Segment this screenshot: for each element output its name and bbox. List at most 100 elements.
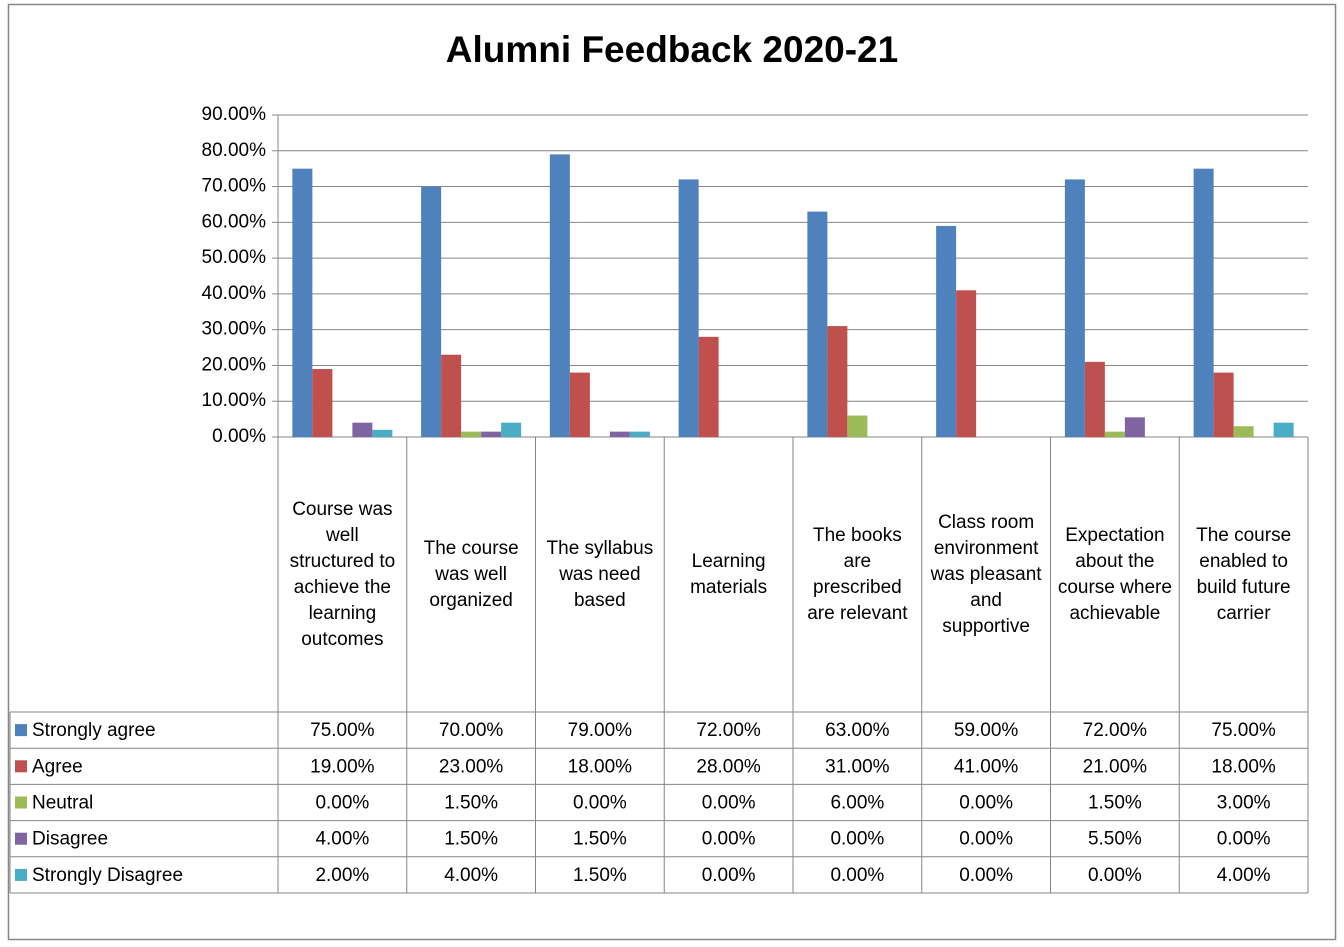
- y-tick-label: 40.00%: [202, 283, 267, 304]
- bar: [549, 154, 570, 437]
- table-value: 4.00%: [444, 865, 498, 886]
- bar: [629, 431, 650, 437]
- legend-label: Strongly agree: [32, 720, 156, 741]
- legend-label: Agree: [32, 756, 83, 777]
- bar: [352, 422, 373, 437]
- bar: [807, 211, 828, 437]
- table-value: 70.00%: [439, 720, 504, 741]
- y-tick-label: 10.00%: [202, 390, 267, 411]
- table-value: 0.00%: [959, 829, 1013, 850]
- bar: [1213, 372, 1234, 437]
- bar: [936, 225, 957, 437]
- table-value: 1.50%: [573, 829, 627, 850]
- bar: [1084, 361, 1105, 437]
- y-tick-label: 20.00%: [202, 354, 267, 375]
- bar: [461, 431, 482, 437]
- bar: [847, 415, 868, 437]
- legend-swatch: [15, 760, 27, 773]
- table-value: 41.00%: [954, 756, 1019, 777]
- chart-title: Alumni Feedback 2020-21: [446, 29, 898, 70]
- table-value: 75.00%: [310, 720, 375, 741]
- table-value: 59.00%: [954, 720, 1019, 741]
- table-value: 1.50%: [573, 865, 627, 886]
- bar: [501, 422, 522, 437]
- table-value: 75.00%: [1211, 720, 1276, 741]
- legend-swatch: [15, 724, 27, 737]
- legend-swatch: [15, 868, 27, 881]
- table-value: 72.00%: [1083, 720, 1148, 741]
- y-tick-label: 30.00%: [202, 319, 267, 340]
- bar: [292, 168, 313, 437]
- table-value: 0.00%: [702, 865, 756, 886]
- table-value: 1.50%: [444, 793, 498, 814]
- table-value: 18.00%: [568, 756, 633, 777]
- table-value: 2.00%: [315, 865, 369, 886]
- y-tick-label: 50.00%: [202, 247, 267, 268]
- legend-swatch: [15, 832, 27, 845]
- x-tick-label: Class room environment was pleasant and …: [930, 511, 1042, 637]
- bar: [827, 326, 848, 437]
- table-value: 0.00%: [1217, 829, 1271, 850]
- table-value: 21.00%: [1083, 756, 1148, 777]
- bar: [1273, 422, 1294, 437]
- bar: [569, 372, 590, 437]
- y-tick-label: 80.00%: [202, 140, 267, 161]
- table-value: 0.00%: [1088, 865, 1142, 886]
- table-value: 0.00%: [702, 829, 756, 850]
- bar: [678, 179, 699, 437]
- table-value: 23.00%: [439, 756, 504, 777]
- table-value: 0.00%: [959, 793, 1013, 814]
- table-value: 79.00%: [568, 720, 633, 741]
- bar: [1104, 431, 1125, 437]
- legend-label: Strongly Disagree: [32, 865, 183, 886]
- x-tick-label: The course was well organized: [423, 537, 519, 611]
- table-value: 1.50%: [1088, 793, 1142, 814]
- legend-swatch: [15, 796, 27, 809]
- table-value: 18.00%: [1211, 756, 1276, 777]
- table-value: 0.00%: [573, 793, 627, 814]
- bar: [609, 431, 630, 437]
- y-tick-label: 0.00%: [212, 426, 266, 447]
- bar: [421, 186, 442, 437]
- table-value: 3.00%: [1217, 793, 1271, 814]
- bar: [1064, 179, 1085, 437]
- table-value: 19.00%: [310, 756, 375, 777]
- table-value: 0.00%: [959, 865, 1013, 886]
- table-value: 4.00%: [315, 829, 369, 850]
- bar: [956, 290, 977, 437]
- y-tick-label: 60.00%: [202, 211, 267, 232]
- table-value: 5.50%: [1088, 829, 1142, 850]
- table-value: 0.00%: [315, 793, 369, 814]
- bar: [1233, 426, 1254, 437]
- y-tick-label: 70.00%: [202, 176, 267, 197]
- table-value: 1.50%: [444, 829, 498, 850]
- table-value: 28.00%: [696, 756, 761, 777]
- x-tick-label: The syllabus was need based: [546, 537, 654, 611]
- table-value: 72.00%: [696, 720, 761, 741]
- bar: [441, 354, 462, 437]
- table-value: 6.00%: [830, 793, 884, 814]
- table-value: 63.00%: [825, 720, 890, 741]
- table-value: 31.00%: [825, 756, 890, 777]
- x-tick-label: The books are prescribed are relevant: [807, 524, 908, 624]
- table-value: 0.00%: [702, 793, 756, 814]
- y-tick-label: 90.00%: [202, 104, 267, 125]
- bar: [698, 336, 719, 437]
- table-value: 0.00%: [830, 865, 884, 886]
- table-value: 0.00%: [830, 829, 884, 850]
- bar: [312, 369, 333, 437]
- x-tick-label: Course was well structured to achieve th…: [289, 498, 396, 650]
- x-tick-label: The course enabled to build future carri…: [1196, 524, 1292, 624]
- bar: [372, 429, 393, 437]
- legend-label: Disagree: [32, 829, 108, 850]
- x-tick-label: Expectation about the course where achie…: [1057, 524, 1172, 624]
- chart-border: [7, 3, 1337, 941]
- legend-label: Neutral: [32, 793, 93, 814]
- table-value: 4.00%: [1217, 865, 1271, 886]
- bar: [1193, 168, 1214, 437]
- x-tick-label: Learning materials: [690, 550, 768, 598]
- bar: [481, 431, 502, 437]
- bar: [1124, 417, 1145, 437]
